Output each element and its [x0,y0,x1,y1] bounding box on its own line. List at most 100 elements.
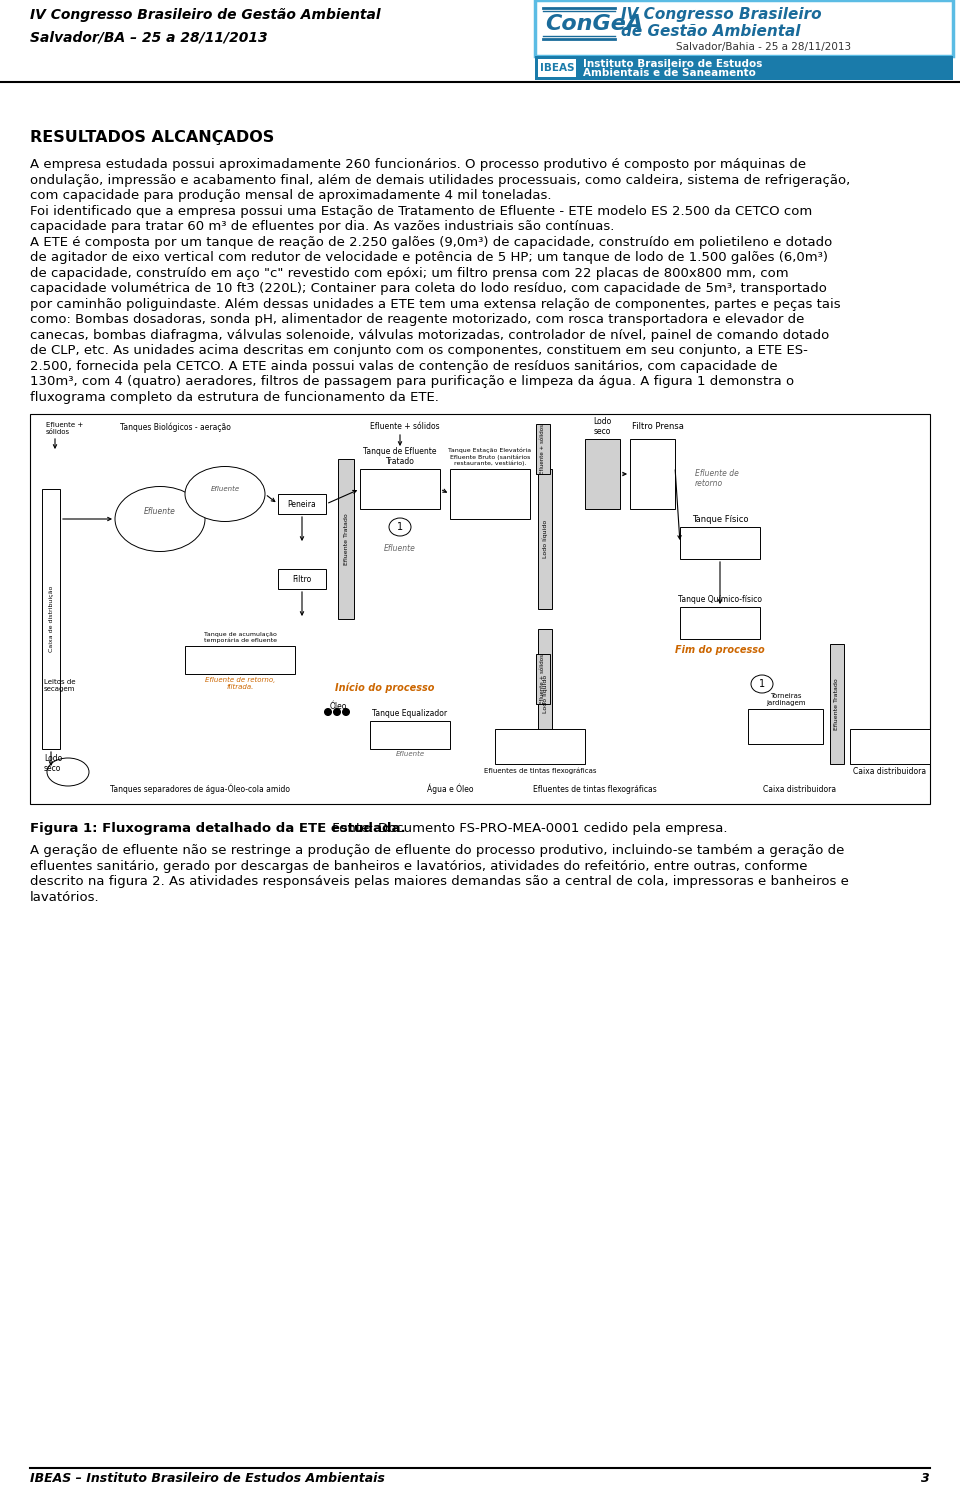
Text: Início do processo: Início do processo [335,682,435,693]
Text: ondulação, impressão e acabamento final, além de demais utilidades processuais, : ondulação, impressão e acabamento final,… [30,174,851,187]
Text: Caixa de distribuição: Caixa de distribuição [49,586,54,652]
Ellipse shape [115,486,205,552]
FancyBboxPatch shape [338,459,354,619]
Text: Tanques Biológicos - aeração: Tanques Biológicos - aeração [120,422,230,431]
Text: fluxograma completo da estrutura de funcionamento da ETE.: fluxograma completo da estrutura de func… [30,390,439,404]
Text: IV Congresso Brasileiro: IV Congresso Brasileiro [621,7,822,22]
FancyBboxPatch shape [30,414,930,803]
Text: de CLP, etc. As unidades acima descritas em conjunto com os componentes, constit: de CLP, etc. As unidades acima descritas… [30,344,808,358]
FancyBboxPatch shape [185,646,295,675]
Text: Torneiras
jardinagem: Torneiras jardinagem [766,693,805,706]
Text: Caixa distribuidora: Caixa distribuidora [763,785,836,794]
FancyBboxPatch shape [538,470,552,609]
FancyBboxPatch shape [278,568,326,589]
Text: efluentes sanitário, gerado por descargas de banheiros e lavatórios, atividades : efluentes sanitário, gerado por descarga… [30,860,807,872]
Text: Efluente: Efluente [144,507,176,516]
FancyBboxPatch shape [535,0,953,55]
FancyBboxPatch shape [680,527,760,560]
Text: Óleo: Óleo [329,702,347,711]
Ellipse shape [751,675,773,693]
Text: Efluente + sólidos: Efluente + sólidos [370,422,440,431]
Text: IBEAS – Instituto Brasileiro de Estudos Ambientais: IBEAS – Instituto Brasileiro de Estudos … [30,1472,385,1486]
FancyBboxPatch shape [450,470,530,519]
Ellipse shape [324,709,331,715]
FancyBboxPatch shape [538,58,576,76]
Text: Fim do processo: Fim do processo [675,645,765,655]
Ellipse shape [185,467,265,522]
Text: Efluente: Efluente [396,751,424,757]
Text: Filtro: Filtro [293,574,312,583]
Ellipse shape [343,709,349,715]
Text: Efluentes de tintas flexográficas: Efluentes de tintas flexográficas [484,767,596,773]
Text: IBEAS: IBEAS [540,63,574,73]
Text: Tanque Estação Elevatória
Efluente Bruto (sanitários
restaurante, vestiário).: Tanque Estação Elevatória Efluente Bruto… [448,447,532,465]
Text: Efluente: Efluente [210,486,240,492]
Text: Tanque Equalizador: Tanque Equalizador [372,709,447,718]
FancyBboxPatch shape [370,721,450,749]
Text: de agitador de eixo vertical com redutor de velocidade e potência de 5 HP; um ta: de agitador de eixo vertical com redutor… [30,251,828,263]
Text: de capacidade, construído em aço "c" revestido com epóxi; um filtro prensa com 2: de capacidade, construído em aço "c" rev… [30,266,788,280]
Ellipse shape [389,518,411,536]
Text: RESULTADOS ALCANÇADOS: RESULTADOS ALCANÇADOS [30,130,275,145]
Text: Lodo líquido: Lodo líquido [542,675,548,714]
Text: Tanque de Efluente
Tratado: Tanque de Efluente Tratado [363,447,437,465]
Text: Lodo
seco: Lodo seco [593,416,612,435]
FancyBboxPatch shape [536,423,550,474]
FancyBboxPatch shape [360,470,440,509]
Text: lavatórios.: lavatórios. [30,890,100,904]
Text: Leitos de
secagem: Leitos de secagem [44,679,76,693]
Text: Efluente: Efluente [384,545,416,554]
FancyBboxPatch shape [536,654,550,705]
Text: Lodo líquido: Lodo líquido [542,521,548,558]
Text: A empresa estudada possui aproximadamente 260 funcionários. O processo produtivo: A empresa estudada possui aproximadament… [30,159,806,171]
Text: Tanque Químico-físico: Tanque Químico-físico [678,595,762,604]
Text: Efluente + sólidos: Efluente + sólidos [540,423,545,474]
Text: capacidade volumétrica de 10 ft3 (220L); Container para coleta do lodo resíduo, : capacidade volumétrica de 10 ft3 (220L);… [30,283,827,295]
Text: A ETE é composta por um tanque de reação de 2.250 galões (9,0m³) de capacidade, : A ETE é composta por um tanque de reação… [30,235,832,248]
Text: de Gestão Ambiental: de Gestão Ambiental [621,24,801,39]
Text: Efluente de
retorno: Efluente de retorno [695,470,739,488]
Text: canecas, bombas diafragma, válvulas solenoide, válvulas motorizadas, controlador: canecas, bombas diafragma, válvulas sole… [30,329,829,341]
Text: Ambientais e de Saneamento: Ambientais e de Saneamento [583,67,756,78]
FancyBboxPatch shape [535,55,953,79]
Text: ConGeA: ConGeA [545,13,643,34]
Text: Lodo
seco: Lodo seco [44,754,62,773]
Text: Efluente Tratado: Efluente Tratado [344,513,348,565]
Text: Instituto Brasileiro de Estudos: Instituto Brasileiro de Estudos [583,58,762,69]
Ellipse shape [47,758,89,785]
Text: A geração de efluente não se restringe a produção de efluente do processo produt: A geração de efluente não se restringe a… [30,844,845,857]
Text: Tanque de acumulação
temporária de efluente: Tanque de acumulação temporária de eflue… [204,631,276,643]
Text: descrito na figura 2. As atividades responsáveis pelas maiores demandas são a ce: descrito na figura 2. As atividades resp… [30,875,849,889]
FancyBboxPatch shape [748,709,823,744]
FancyBboxPatch shape [630,438,675,509]
FancyBboxPatch shape [538,628,552,758]
Text: Filtro Prensa: Filtro Prensa [632,422,684,431]
Text: 130m³, com 4 (quatro) aeradores, filtros de passagem para purificação e limpeza : 130m³, com 4 (quatro) aeradores, filtros… [30,375,794,387]
Text: Efluentes de tintas flexográficas: Efluentes de tintas flexográficas [533,785,657,794]
Text: Caixa distribuidora: Caixa distribuidora [853,767,926,776]
Text: Figura 1: Fluxograma detalhado da ETE estudada.: Figura 1: Fluxograma detalhado da ETE es… [30,821,406,835]
Text: 3: 3 [922,1472,930,1486]
Text: Tanques separadores de água-Óleo-cola amido: Tanques separadores de água-Óleo-cola am… [110,784,290,794]
Text: Foi identificado que a empresa possui uma Estação de Tratamento de Efluente - ET: Foi identificado que a empresa possui um… [30,205,812,217]
Text: Efluente Tratado: Efluente Tratado [834,678,839,730]
Text: 1: 1 [396,522,403,533]
FancyBboxPatch shape [680,607,760,639]
Text: 1: 1 [759,679,765,690]
FancyBboxPatch shape [278,494,326,515]
FancyBboxPatch shape [495,729,585,764]
Text: Salvador/Bahia - 25 a 28/11/2013: Salvador/Bahia - 25 a 28/11/2013 [677,42,852,52]
Text: 2.500, fornecida pela CETCO. A ETE ainda possui valas de contenção de resíduos s: 2.500, fornecida pela CETCO. A ETE ainda… [30,359,778,373]
Text: IV Congresso Brasileiro de Gestão Ambiental: IV Congresso Brasileiro de Gestão Ambien… [30,7,380,22]
Text: com capacidade para produção mensal de aproximadamente 4 mil toneladas.: com capacidade para produção mensal de a… [30,188,551,202]
Text: Efluente + sólidos: Efluente + sólidos [540,654,545,705]
FancyBboxPatch shape [850,729,930,764]
Text: por caminhão poliguindaste. Além dessas unidades a ETE tem uma extensa relação d: por caminhão poliguindaste. Além dessas … [30,298,841,311]
Text: Efluente de retorno,
filtrada.: Efluente de retorno, filtrada. [204,678,276,690]
Text: como: Bombas dosadoras, sonda pH, alimentador de reagente motorizado, com rosca : como: Bombas dosadoras, sonda pH, alimen… [30,313,804,326]
Text: Peneira: Peneira [288,500,317,509]
Text: Tanque Físico: Tanque Físico [692,515,748,524]
Text: capacidade para tratar 60 m³ de efluentes por dia. As vazões industriais são con: capacidade para tratar 60 m³ de efluente… [30,220,614,233]
Ellipse shape [333,709,341,715]
Text: Fonte: Documento FS-PRO-MEA-0001 cedido pela empresa.: Fonte: Documento FS-PRO-MEA-0001 cedido … [328,821,728,835]
